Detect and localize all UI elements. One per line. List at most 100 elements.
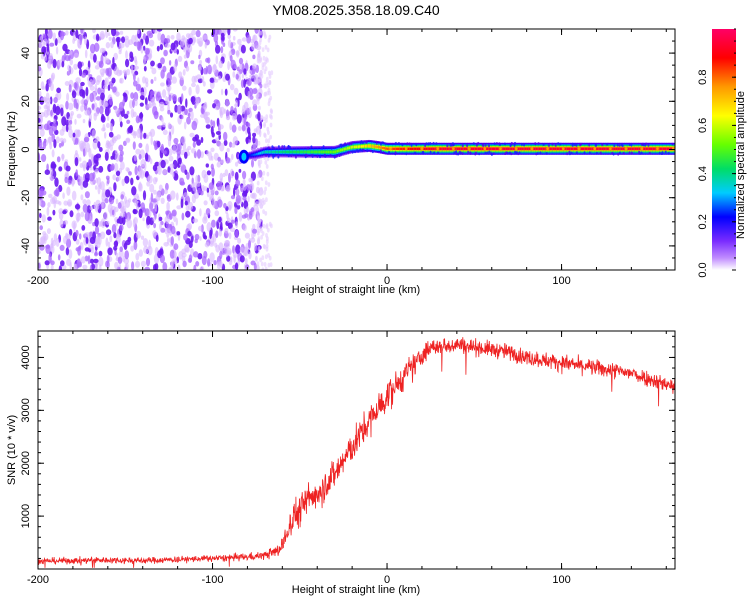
noise-blob [235,179,241,187]
noise-blob [124,38,130,48]
signal-speckle [570,151,573,155]
noise-blob [187,44,193,53]
signal-peak [514,147,518,151]
noise-blob [268,98,271,103]
noise-blob [125,262,129,270]
noise-blob [210,119,213,126]
noise-blob [260,186,263,192]
signal-band [383,147,386,150]
noise-blob [224,88,228,96]
noise-blob [45,244,51,249]
signal-speckle [571,142,574,146]
noise-blob [47,29,53,40]
signal-speckle [271,145,274,149]
x-tick-label: -100 [202,574,224,586]
noise-blob [210,196,214,201]
noise-blob [252,136,256,144]
noise-blob [170,34,175,40]
signal-band [465,147,468,150]
noise-blob [263,123,266,128]
signal-speckle [334,155,337,158]
signal-band [416,147,419,150]
signal-band [634,147,637,150]
noise-blob [169,168,174,175]
noise-blob [239,255,245,263]
noise-blob [243,246,249,257]
signal-band [381,146,384,150]
noise-blob [220,46,224,54]
signal-peak [577,147,581,151]
noise-blob [166,201,170,212]
signal-speckle [478,152,481,156]
signal-speckle [469,152,472,155]
signal-speckle [366,149,369,153]
noise-blob [187,112,191,118]
noise-blob [171,125,175,135]
signal-speckle [568,152,571,156]
noise-blob [224,240,230,245]
noise-blob [160,33,166,44]
noise-blob [178,143,182,152]
noise-blob [68,84,72,93]
noise-blob [250,38,255,44]
noise-blob [39,128,45,137]
noise-blob [241,73,245,79]
signal-band [285,150,288,154]
noise-blob [142,238,149,247]
noise-blob [223,131,228,141]
noise-blob [158,184,163,191]
noise-blob [127,126,133,134]
noise-blob [97,141,101,149]
noise-blob [193,251,199,258]
signal-peak [530,147,534,151]
signal-speckle [490,152,493,156]
noise-blob [231,112,237,121]
signal-band [449,147,452,150]
noise-blob [80,29,84,34]
signal-band [423,147,426,150]
noise-blob [187,145,192,151]
noise-blob [107,247,113,256]
signal-band [261,151,264,154]
noise-blob [166,232,170,238]
noise-blob [99,231,106,240]
signal-band [605,147,608,150]
noise-blob [139,102,144,107]
noise-blob [211,167,215,177]
noise-blob [138,208,143,219]
noise-blob [240,44,246,54]
noise-blob [266,171,270,177]
noise-blob [80,211,85,218]
noise-blob [108,131,114,138]
signal-speckle [618,151,621,155]
noise-blob [188,86,192,96]
signal-speckle [671,142,674,146]
snr-y-axis-title: SNR (10 * v/v) [6,415,18,485]
signal-band [252,153,255,156]
noise-blob [224,169,229,177]
noise-blob [57,254,61,261]
signal-band [565,147,568,150]
noise-blob [259,226,263,232]
colorbar-gradient [712,29,736,270]
signal-band [312,150,315,154]
noise-blob [110,163,115,171]
noise-blob [55,136,60,144]
snr-line [38,337,675,568]
signal-speckle [628,143,631,147]
signal-band [250,154,253,157]
noise-blob [199,60,203,65]
signal-speckle [618,144,621,147]
noise-blob [194,233,200,241]
noise-blob [79,89,85,97]
signal-band [636,147,639,150]
noise-blob [157,31,162,41]
signal-speckle [421,151,424,154]
noise-blob [122,92,127,98]
noise-blob [191,148,196,154]
noise-blob [248,106,252,114]
signal-speckle [595,143,598,147]
noise-blob [267,138,271,144]
signal-band [510,147,513,150]
noise-blob [169,112,174,118]
